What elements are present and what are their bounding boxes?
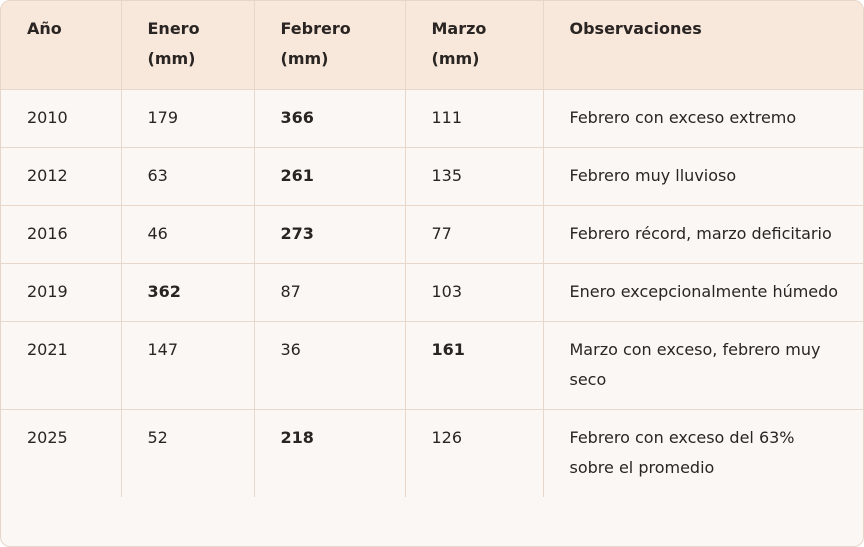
table-cell: Enero excepcionalmente húmedo xyxy=(543,263,863,322)
header-row: Año Enero (mm) Febrero (mm) Marzo (mm) Obser… xyxy=(1,1,863,90)
table-cell: 179 xyxy=(121,89,255,148)
table-cell: 46 xyxy=(121,205,255,264)
table-cell: 2016 xyxy=(1,205,122,264)
table-cell: 87 xyxy=(254,263,406,322)
table-cell: 261 xyxy=(254,147,406,206)
table-cell: 2025 xyxy=(1,409,122,497)
table-cell: 362 xyxy=(121,263,255,322)
header-cell: Año xyxy=(1,1,122,90)
table-cell: 126 xyxy=(405,409,544,497)
header-cell: Febrero (mm) xyxy=(254,1,406,90)
table-cell: 52 xyxy=(121,409,255,497)
table-row: 2021 147 36 161 Marzo con exceso, febrero mu… xyxy=(1,321,863,410)
table-cell: 2010 xyxy=(1,89,122,148)
table-cell: Febrero con exceso extremo xyxy=(543,89,863,148)
table-cell: 218 xyxy=(254,409,406,497)
table-cell: 111 xyxy=(405,89,544,148)
table-row: 2010 179 366 111 Febrero con exceso extremo xyxy=(1,89,863,148)
table-cell: 77 xyxy=(405,205,544,264)
table-cell: 273 xyxy=(254,205,406,264)
table-cell: 147 xyxy=(121,321,255,410)
table-cell: Febrero con exceso del 63% sobre el prom… xyxy=(569,428,795,477)
table-cell: 161 xyxy=(405,321,544,410)
table-cell: 2019 xyxy=(1,263,122,322)
table-row: 2016 46 273 77 Febrero récord, marzo deficit… xyxy=(1,205,863,264)
rain-table: Año Enero (mm) Febrero (mm) Marzo (mm) Obser… xyxy=(1,1,863,497)
table-cell: 2012 xyxy=(1,147,122,206)
header-cell: Observaciones xyxy=(543,1,863,90)
table-body: 2010 179 366 111 Febrero con exceso extremo 2… xyxy=(1,89,863,497)
table-cell: 103 xyxy=(405,263,544,322)
table-cell: Febrero récord, marzo deficitario xyxy=(543,205,863,264)
header-cell: Enero (mm) xyxy=(121,1,255,90)
table-row: 2025 52 218 126 Febrero con exceso del 63% s… xyxy=(1,409,863,497)
table-cell: 36 xyxy=(254,321,406,410)
table-cell: Marzo con exceso, febrero muy seco xyxy=(543,321,863,410)
table-cell: 63 xyxy=(121,147,255,206)
header-cell: Marzo (mm) xyxy=(405,1,544,90)
table-row: 2019 362 87 103 Enero excepcionalmente húmed… xyxy=(1,263,863,322)
table-cell: 2021 xyxy=(1,321,122,410)
table-row: 2012 63 261 135 Febrero muy lluvioso xyxy=(1,147,863,206)
table-cell: 366 xyxy=(254,89,406,148)
table-cell: 135 xyxy=(405,147,544,206)
table-cell: Febrero muy lluvioso xyxy=(543,147,863,206)
